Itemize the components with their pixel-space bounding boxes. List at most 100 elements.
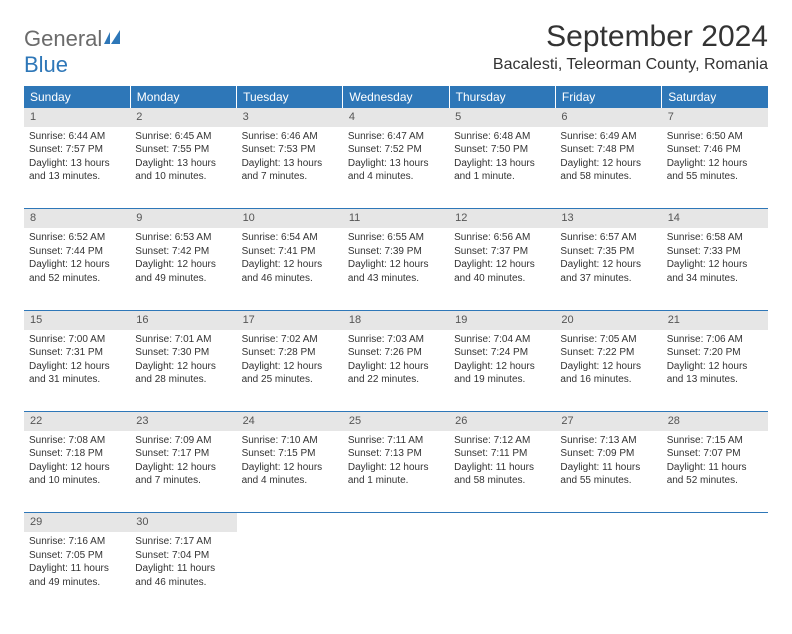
daylight-text: Daylight: 13 hours and 7 minutes. [242, 157, 338, 184]
sunset-text: Sunset: 7:30 PM [135, 346, 231, 360]
day-cell: Sunrise: 6:48 AMSunset: 7:50 PMDaylight:… [449, 127, 555, 209]
sunset-text: Sunset: 7:44 PM [29, 245, 125, 259]
day-number: 3 [237, 108, 343, 127]
daylight-text: Daylight: 13 hours and 13 minutes. [29, 157, 125, 184]
sunset-text: Sunset: 7:42 PM [135, 245, 231, 259]
day-cell: Sunrise: 7:10 AMSunset: 7:15 PMDaylight:… [237, 431, 343, 513]
sunrise-text: Sunrise: 7:08 AM [29, 434, 125, 448]
day-number-row: 1234567 [24, 108, 768, 127]
day-cell: Sunrise: 6:57 AMSunset: 7:35 PMDaylight:… [555, 228, 661, 310]
sunrise-text: Sunrise: 6:56 AM [454, 231, 550, 245]
sunrise-text: Sunrise: 6:54 AM [242, 231, 338, 245]
day-number-row: 891011121314 [24, 209, 768, 228]
day-number: 6 [555, 108, 661, 127]
daylight-text: Daylight: 12 hours and 55 minutes. [667, 157, 763, 184]
day-number: 11 [343, 209, 449, 228]
sunset-text: Sunset: 7:11 PM [454, 447, 550, 461]
brand-part1: General [24, 26, 102, 51]
sunrise-text: Sunrise: 7:16 AM [29, 535, 125, 549]
daylight-text: Daylight: 12 hours and 22 minutes. [348, 360, 444, 387]
day-number: 25 [343, 412, 449, 431]
daylight-text: Daylight: 12 hours and 19 minutes. [454, 360, 550, 387]
daylight-text: Daylight: 13 hours and 10 minutes. [135, 157, 231, 184]
day-cell: Sunrise: 7:12 AMSunset: 7:11 PMDaylight:… [449, 431, 555, 513]
day-number: 29 [24, 513, 130, 532]
daylight-text: Daylight: 12 hours and 28 minutes. [135, 360, 231, 387]
day-cell: Sunrise: 6:53 AMSunset: 7:42 PMDaylight:… [130, 228, 236, 310]
day-cell: Sunrise: 6:47 AMSunset: 7:52 PMDaylight:… [343, 127, 449, 209]
day-number: 2 [130, 108, 236, 127]
weekday-header: Saturday [662, 86, 768, 108]
sunset-text: Sunset: 7:05 PM [29, 549, 125, 563]
day-number: 24 [237, 412, 343, 431]
daylight-text: Daylight: 11 hours and 52 minutes. [667, 461, 763, 488]
calendar-page: General Blue September 2024 Bacalesti, T… [0, 0, 792, 634]
sunrise-text: Sunrise: 7:04 AM [454, 333, 550, 347]
daylight-text: Daylight: 12 hours and 1 minute. [348, 461, 444, 488]
sunset-text: Sunset: 7:52 PM [348, 143, 444, 157]
sunrise-text: Sunrise: 6:47 AM [348, 130, 444, 144]
weekday-header: Wednesday [343, 86, 449, 108]
daylight-text: Daylight: 11 hours and 55 minutes. [560, 461, 656, 488]
sunrise-text: Sunrise: 7:05 AM [560, 333, 656, 347]
day-cell [662, 532, 768, 614]
weekday-header: Friday [555, 86, 661, 108]
daylight-text: Daylight: 12 hours and 40 minutes. [454, 258, 550, 285]
day-cell: Sunrise: 7:17 AMSunset: 7:04 PMDaylight:… [130, 532, 236, 614]
day-cell: Sunrise: 6:46 AMSunset: 7:53 PMDaylight:… [237, 127, 343, 209]
sunrise-text: Sunrise: 6:52 AM [29, 231, 125, 245]
sunset-text: Sunset: 7:55 PM [135, 143, 231, 157]
day-number: 28 [662, 412, 768, 431]
week-row: Sunrise: 7:00 AMSunset: 7:31 PMDaylight:… [24, 330, 768, 412]
sunrise-text: Sunrise: 7:09 AM [135, 434, 231, 448]
day-number [449, 513, 555, 532]
sunrise-text: Sunrise: 6:44 AM [29, 130, 125, 144]
daylight-text: Daylight: 12 hours and 43 minutes. [348, 258, 444, 285]
day-cell: Sunrise: 7:16 AMSunset: 7:05 PMDaylight:… [24, 532, 130, 614]
daylight-text: Daylight: 12 hours and 37 minutes. [560, 258, 656, 285]
day-cell: Sunrise: 6:45 AMSunset: 7:55 PMDaylight:… [130, 127, 236, 209]
day-number: 14 [662, 209, 768, 228]
weekday-header: Monday [130, 86, 236, 108]
sunset-text: Sunset: 7:33 PM [667, 245, 763, 259]
sunset-text: Sunset: 7:48 PM [560, 143, 656, 157]
day-cell: Sunrise: 6:50 AMSunset: 7:46 PMDaylight:… [662, 127, 768, 209]
sunrise-text: Sunrise: 7:15 AM [667, 434, 763, 448]
sunset-text: Sunset: 7:41 PM [242, 245, 338, 259]
day-number: 12 [449, 209, 555, 228]
day-number: 7 [662, 108, 768, 127]
sunset-text: Sunset: 7:18 PM [29, 447, 125, 461]
sunrise-text: Sunrise: 7:13 AM [560, 434, 656, 448]
sunrise-text: Sunrise: 6:53 AM [135, 231, 231, 245]
day-cell: Sunrise: 6:52 AMSunset: 7:44 PMDaylight:… [24, 228, 130, 310]
daylight-text: Daylight: 12 hours and 52 minutes. [29, 258, 125, 285]
day-number [343, 513, 449, 532]
daylight-text: Daylight: 12 hours and 46 minutes. [242, 258, 338, 285]
day-cell [237, 532, 343, 614]
day-number: 13 [555, 209, 661, 228]
day-number: 1 [24, 108, 130, 127]
day-cell [449, 532, 555, 614]
location: Bacalesti, Teleorman County, Romania [493, 56, 768, 74]
sunrise-text: Sunrise: 7:11 AM [348, 434, 444, 448]
day-number: 22 [24, 412, 130, 431]
sunset-text: Sunset: 7:39 PM [348, 245, 444, 259]
week-row: Sunrise: 6:44 AMSunset: 7:57 PMDaylight:… [24, 127, 768, 209]
sunrise-text: Sunrise: 7:03 AM [348, 333, 444, 347]
daylight-text: Daylight: 12 hours and 16 minutes. [560, 360, 656, 387]
daylight-text: Daylight: 12 hours and 7 minutes. [135, 461, 231, 488]
month-title: September 2024 [493, 20, 768, 54]
daylight-text: Daylight: 12 hours and 49 minutes. [135, 258, 231, 285]
daylight-text: Daylight: 12 hours and 4 minutes. [242, 461, 338, 488]
day-cell: Sunrise: 7:04 AMSunset: 7:24 PMDaylight:… [449, 330, 555, 412]
day-cell: Sunrise: 7:08 AMSunset: 7:18 PMDaylight:… [24, 431, 130, 513]
sunset-text: Sunset: 7:20 PM [667, 346, 763, 360]
sunrise-text: Sunrise: 7:10 AM [242, 434, 338, 448]
sunset-text: Sunset: 7:09 PM [560, 447, 656, 461]
sunrise-text: Sunrise: 7:17 AM [135, 535, 231, 549]
day-number: 5 [449, 108, 555, 127]
daylight-text: Daylight: 11 hours and 49 minutes. [29, 562, 125, 589]
day-number-row: 15161718192021 [24, 310, 768, 329]
flag-icon [104, 33, 124, 50]
day-cell: Sunrise: 7:02 AMSunset: 7:28 PMDaylight:… [237, 330, 343, 412]
